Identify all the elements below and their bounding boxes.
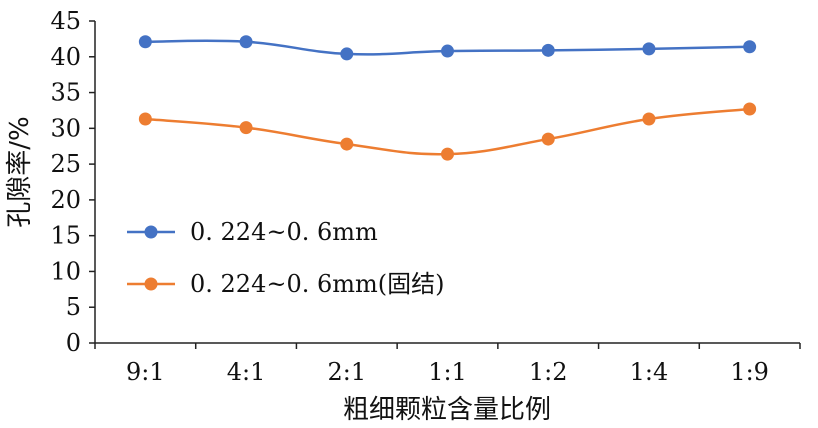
- y-tick-label: 30: [50, 114, 81, 142]
- y-axis-title: 孔隙率/%: [5, 116, 35, 227]
- x-tick-label: 9:1: [126, 358, 165, 386]
- y-tick-label: 15: [50, 222, 81, 250]
- y-tick-label: 20: [50, 186, 81, 214]
- x-tick-label: 1:2: [529, 358, 568, 386]
- series-1-point: [239, 35, 253, 49]
- x-tick-label: 1:9: [730, 358, 769, 386]
- x-tick-label: 2:1: [327, 358, 366, 386]
- x-ticks: 9:1 4:1 2:1 1:1 1:2 1:4 1:9: [94, 343, 801, 386]
- series-2-point: [441, 147, 454, 161]
- series-2-point: [642, 112, 656, 126]
- series-1-point: [541, 43, 555, 57]
- legend-label-2: 0. 224~0. 6mm(固结): [190, 270, 444, 298]
- series-2-point: [541, 132, 555, 146]
- y-tick-label: 45: [50, 7, 81, 35]
- y-ticks: 0 5 10 15 20 25 30 35 40 45: [50, 7, 95, 357]
- y-tick-label: 35: [50, 79, 81, 107]
- legend: 0. 224~0. 6mm 0. 224~0. 6mm(固结): [127, 218, 444, 298]
- x-tick-label: 1:1: [428, 358, 467, 386]
- series-2-point: [138, 112, 152, 126]
- y-tick-label: 40: [50, 43, 81, 71]
- series-1-point: [441, 44, 454, 58]
- series-line-2: [145, 107, 750, 156]
- series-1-point: [642, 42, 656, 56]
- y-tick-label: 10: [50, 257, 81, 285]
- x-axis-title: 粗细颗粒含量比例: [343, 395, 551, 425]
- series-layer: [138, 35, 757, 161]
- series-1-point: [138, 35, 152, 49]
- y-tick-label: 25: [50, 150, 81, 178]
- series-1-point: [743, 40, 757, 54]
- x-tick-label: 1:4: [630, 358, 669, 386]
- series-1-point: [340, 47, 354, 61]
- series-2-point: [743, 102, 757, 116]
- x-tick-label: 4:1: [227, 358, 266, 386]
- y-tick-label: 5: [66, 293, 81, 321]
- legend-marker-2: [144, 277, 158, 291]
- legend-label-1: 0. 224~0. 6mm: [190, 218, 378, 246]
- series-2-point: [340, 137, 354, 151]
- axes: 0 5 10 15 20 25 30 35 40 45 9:1 4:1 2:1 1:1 1:2 1:4 1:9: [50, 7, 801, 386]
- legend-marker-1: [144, 225, 158, 239]
- y-tick-label: 0: [66, 329, 81, 357]
- series-2-point: [239, 121, 253, 135]
